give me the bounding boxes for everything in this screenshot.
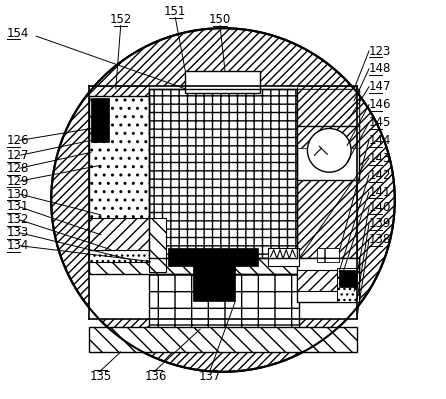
Text: 143: 143 [369, 152, 391, 165]
Bar [89, 327, 357, 352]
Text: 148: 148 [369, 62, 391, 75]
Text: 136: 136 [145, 370, 167, 383]
Text: 123: 123 [369, 45, 391, 57]
Bar [169, 248, 258, 266]
Circle shape [307, 128, 351, 172]
Text: 154: 154 [7, 27, 29, 40]
Bar [89, 86, 357, 319]
Text: 140: 140 [369, 201, 391, 214]
Circle shape [51, 28, 395, 372]
Bar [89, 250, 149, 262]
Text: 145: 145 [369, 116, 391, 129]
Text: 126: 126 [7, 134, 29, 147]
Bar [149, 218, 166, 273]
Text: 134: 134 [7, 239, 29, 252]
Text: 130: 130 [7, 188, 29, 201]
Bar [337, 267, 359, 302]
Text: 146: 146 [369, 98, 392, 111]
Bar [185, 71, 260, 93]
Text: 135: 135 [90, 370, 112, 383]
Text: 152: 152 [110, 13, 132, 26]
Bar [297, 269, 339, 291]
Bar [91, 98, 109, 142]
Bar [297, 89, 359, 180]
Text: 141: 141 [369, 186, 392, 199]
Bar [297, 89, 359, 148]
Text: 147: 147 [369, 80, 392, 93]
Bar [268, 248, 299, 266]
Bar [149, 89, 297, 258]
Text: 151: 151 [164, 5, 186, 18]
Text: 139: 139 [369, 217, 391, 230]
Bar [89, 96, 149, 258]
Bar [149, 275, 299, 329]
Bar [339, 269, 357, 287]
Text: 150: 150 [209, 13, 231, 26]
Bar [89, 218, 149, 258]
Text: 127: 127 [7, 149, 29, 162]
Bar [89, 86, 149, 258]
Text: 142: 142 [369, 169, 392, 182]
Text: 129: 129 [7, 175, 29, 188]
Bar [318, 248, 339, 262]
Text: 132: 132 [7, 213, 29, 226]
Text: 133: 133 [7, 226, 29, 239]
Bar [297, 86, 357, 258]
Text: 128: 128 [7, 162, 29, 175]
Text: 144: 144 [369, 134, 392, 147]
Text: 138: 138 [369, 233, 391, 246]
Bar [89, 258, 359, 275]
Bar [297, 258, 359, 302]
Bar [193, 262, 235, 301]
Text: 137: 137 [199, 370, 221, 383]
Text: 131: 131 [7, 200, 29, 213]
